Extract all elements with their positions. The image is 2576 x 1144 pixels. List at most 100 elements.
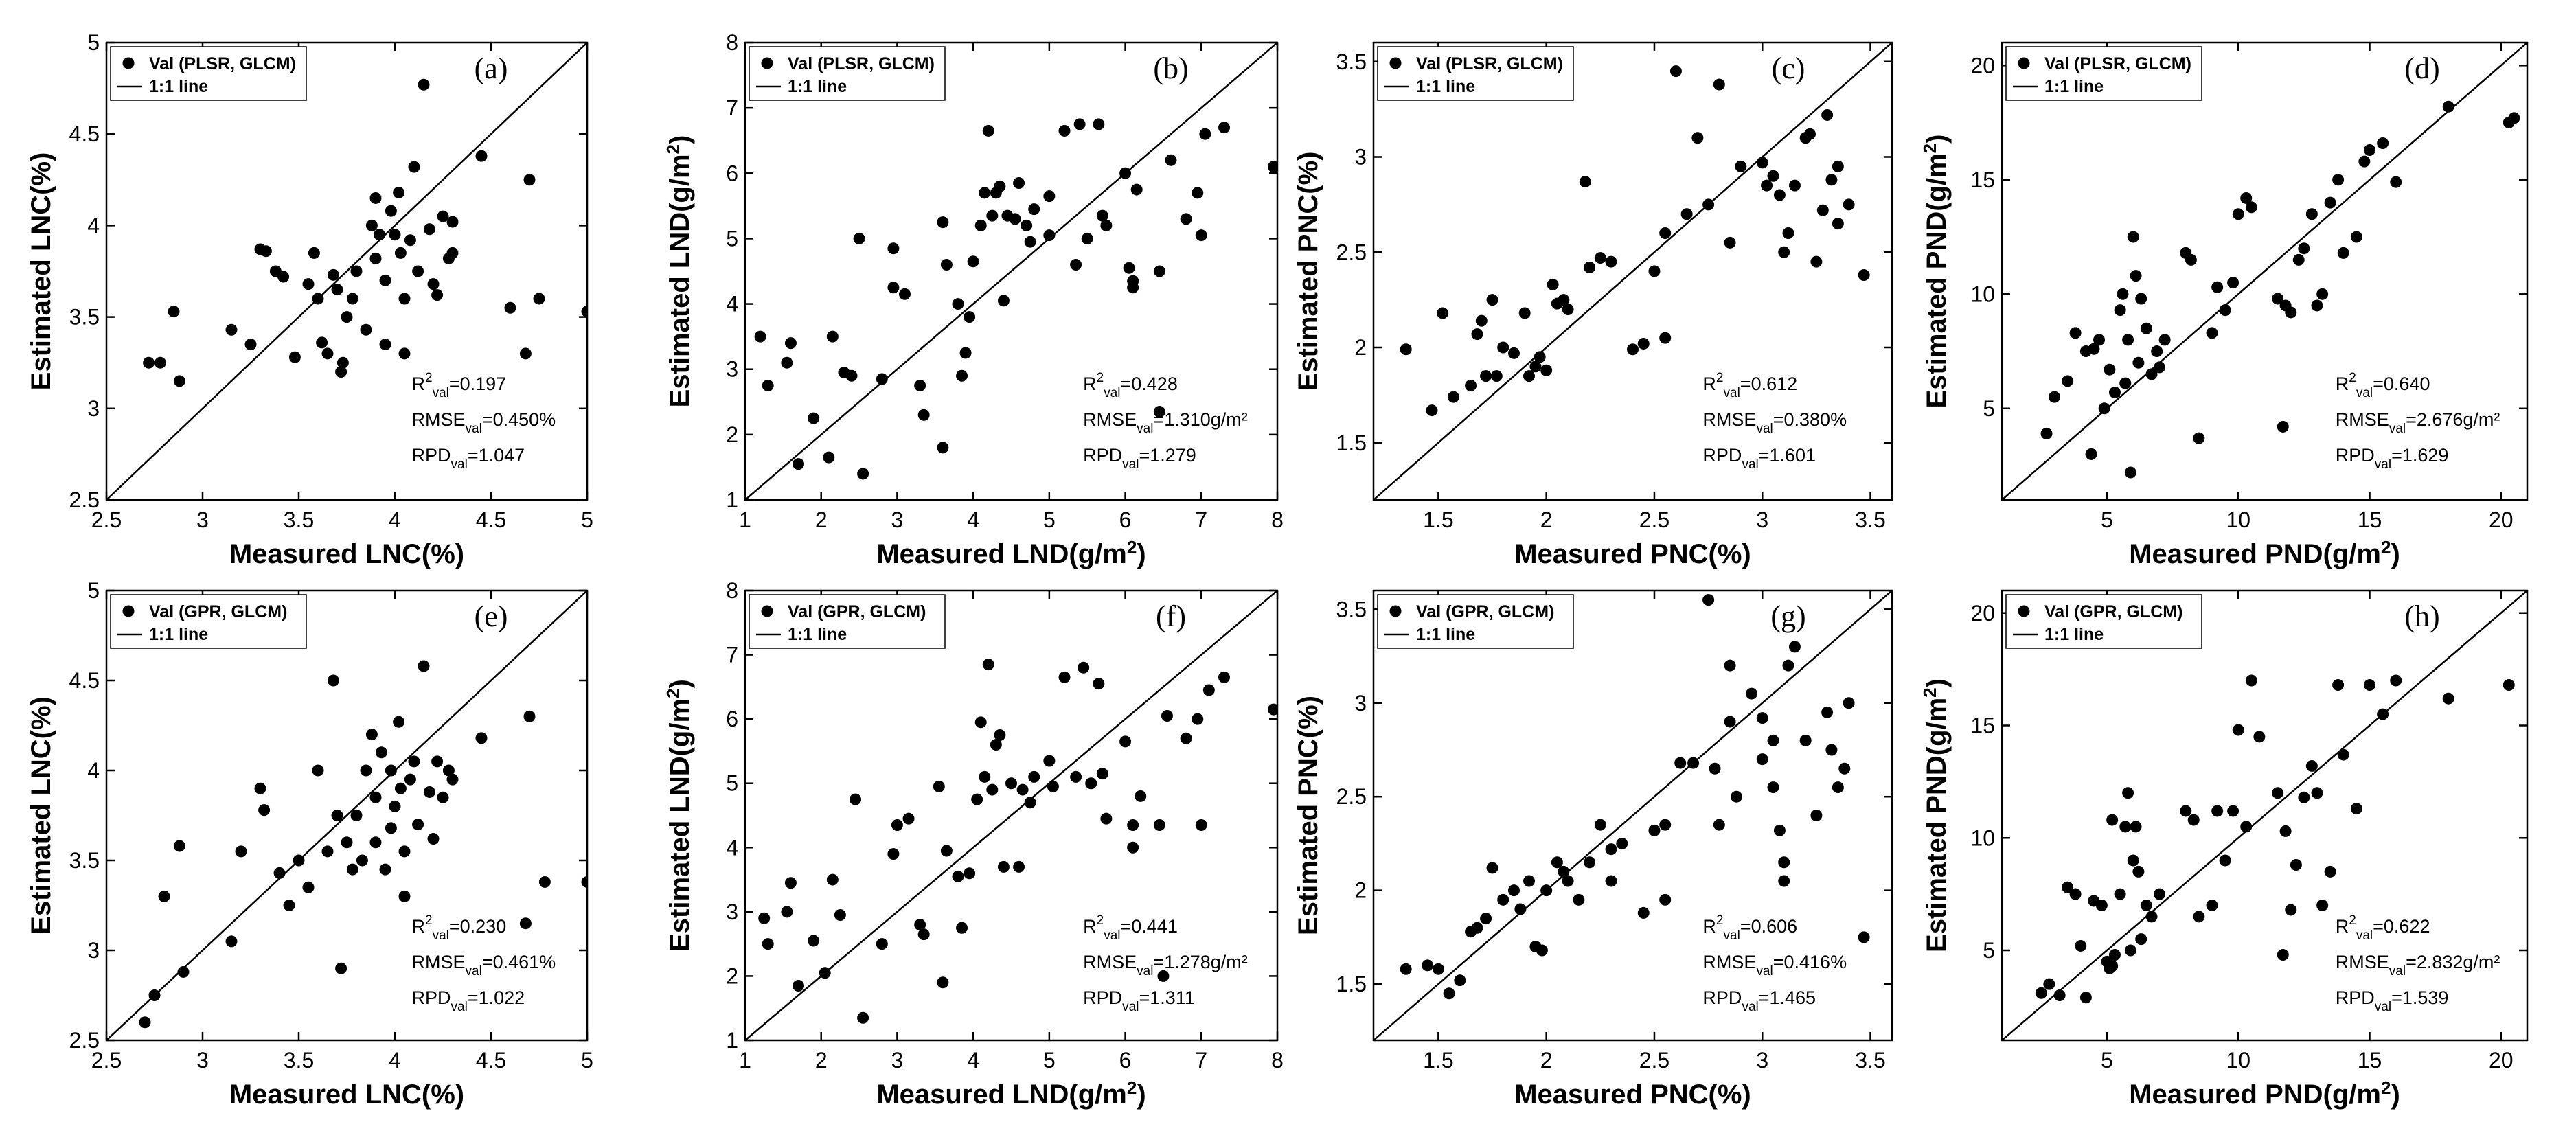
data-point [1497,341,1509,354]
data-point [2079,992,2092,1004]
data-point [2232,208,2244,220]
data-point [1803,128,1816,140]
y-tick-label: 5 [726,771,738,796]
data-point [581,306,587,318]
data-point [1180,213,1192,225]
data-point [1486,862,1498,874]
data-point [1799,734,1812,746]
data-point [762,938,774,950]
data-point [2240,192,2253,204]
data-point [1782,227,1794,239]
y-tick-label: 4 [726,835,738,860]
data-point [1810,810,1823,821]
data-point [1447,391,1459,403]
one-to-one-line [106,591,587,1040]
data-point [2442,692,2454,705]
data-point [523,174,536,186]
y-tick-label: 4.5 [69,122,100,146]
data-point [1858,269,1870,282]
data-point [1858,931,1870,943]
data-point [899,288,911,300]
stats-block: R2val=0.622 RMSEval=2.832g/m² RPDval=1.539 [2336,913,2500,1014]
data-point [418,78,430,91]
data-point [1024,797,1036,809]
plot-frame [105,41,589,501]
data-point [404,234,416,247]
x-axis-label: Measured PNC(%) [1514,539,1751,569]
data-point [423,786,435,798]
data-point [1627,343,1639,356]
x-tick-label: 3.5 [1855,507,1885,532]
data-point [784,337,797,350]
data-point [312,764,324,777]
legend-label-points: Val (PLSR, GLCM) [788,54,935,73]
data-point [2122,787,2134,799]
data-point [1028,203,1040,216]
data-point [431,755,444,768]
data-point [1756,753,1768,766]
data-point [2358,155,2371,168]
data-point [1009,213,1021,225]
one-to-one-line [1374,43,1892,500]
legend-label-line: 1:1 line [2044,77,2104,96]
x-tick-label: 3 [1756,1048,1768,1073]
y-tick-label: 7 [726,95,738,120]
data-point [1562,875,1574,887]
data-point [2279,825,2292,837]
x-tick-label: 4 [967,1048,979,1073]
y-tick-label: 2.5 [1336,240,1367,264]
legend-box [2005,46,2202,101]
data-point [793,979,804,992]
x-tick-label: 4 [967,507,979,532]
data-point [2442,100,2454,113]
x-tick-label: 3 [196,507,209,532]
x-tick-label: 5 [2101,1048,2113,1073]
data-point [781,906,793,918]
data-point [302,881,315,893]
data-point [1119,167,1132,179]
data-point [2232,724,2244,736]
data-point [1594,252,1606,264]
y-tick-label: 15 [1970,713,1995,738]
data-point [1584,856,1596,869]
x-tick-label: 2 [1540,1048,1553,1073]
data-point [1400,343,1412,356]
data-point [2088,343,2100,355]
data-point [1471,922,1483,934]
data-point [1093,118,1105,130]
legend-marker [1389,605,1402,617]
y-axis-label: Estimated LND(g/m2​) [663,679,695,952]
data-point [971,793,983,805]
data-point [1422,959,1434,972]
data-point [1788,641,1801,653]
r2-stat: R2val=0.640 [2336,371,2430,400]
data-point [2332,174,2345,186]
data-point [823,451,835,464]
data-point [341,836,353,849]
y-tick-label: 2 [726,422,738,447]
data-point [1648,824,1661,836]
data-point [990,739,1002,751]
x-tick-label: 2.5 [91,1048,122,1073]
data-point [1518,307,1531,319]
data-point [398,845,411,858]
legend: Val (GPR, GLCM) 1:1 line [1377,594,1574,649]
data-point [158,890,170,902]
data-point [2132,356,2145,369]
x-tick-label: 3 [891,1048,904,1073]
data-point [1043,190,1056,203]
data-point [1180,732,1192,744]
data-point [2062,881,2074,893]
y-tick-label: 5 [1983,938,1995,963]
x-axis-label: Measured PNC(%) [1514,1079,1751,1110]
x-tick-label: 8 [1271,507,1284,532]
legend-marker [2018,605,2030,617]
plot-frame [744,589,1279,1042]
legend-label-line: 1:1 line [149,77,208,96]
data-point [475,732,488,744]
data-point [1724,659,1736,672]
data-point [2185,253,2197,266]
data-point [994,729,1006,742]
y-tick-label: 3.5 [69,305,100,330]
data-point [1659,893,1672,906]
